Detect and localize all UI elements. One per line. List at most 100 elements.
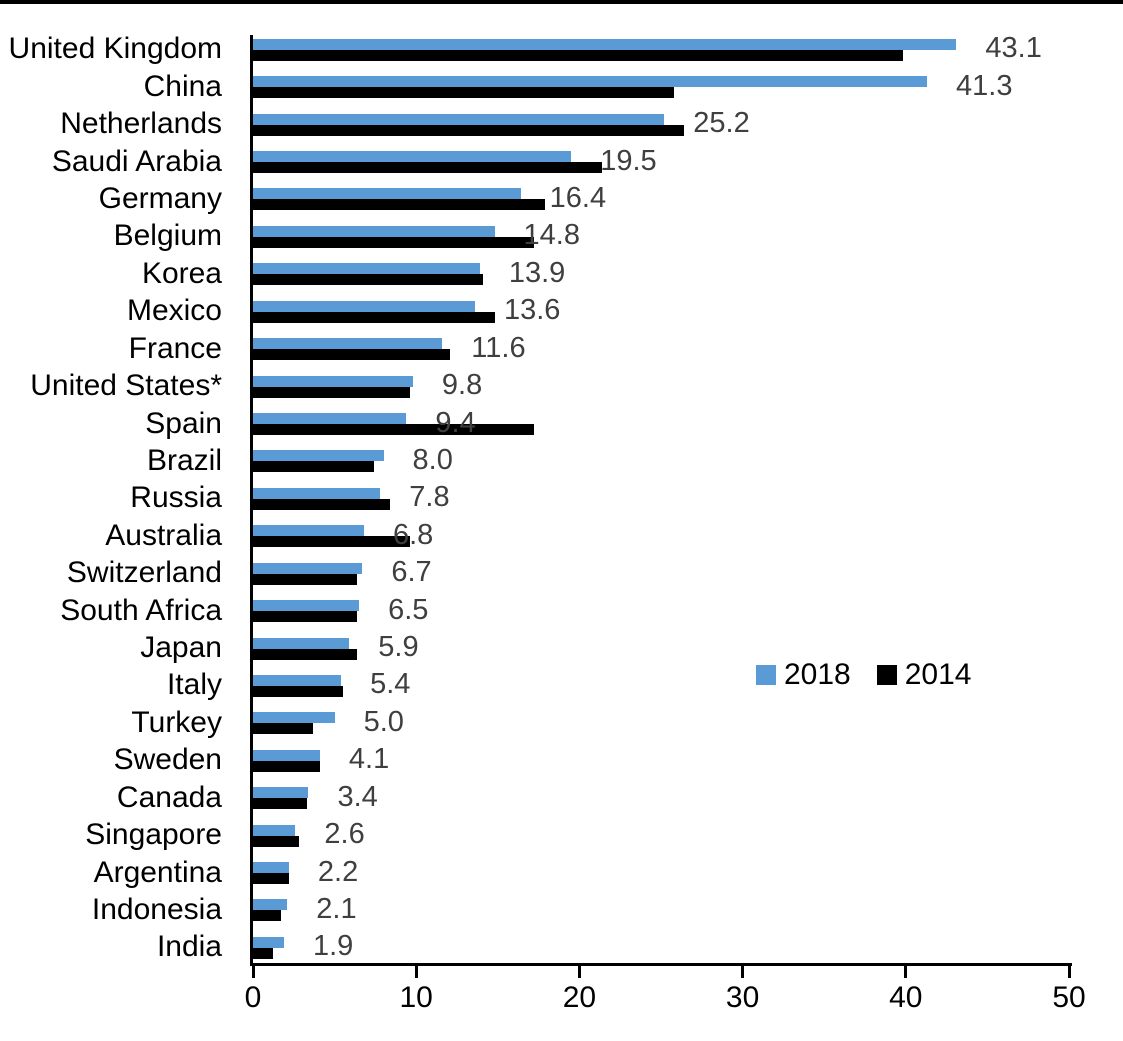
legend-swatch-2018 <box>756 665 776 685</box>
category-label: Brazil <box>146 443 222 477</box>
data-label: 2.6 <box>324 818 365 851</box>
category-label: Turkey <box>131 705 222 739</box>
category-label: Korea <box>141 256 222 290</box>
category-label: United Kingdom <box>8 32 222 66</box>
data-label: 5.9 <box>378 631 419 664</box>
category-label: Japan <box>140 631 222 665</box>
bar-2018 <box>253 375 413 387</box>
category-label: Saudi Arabia <box>51 144 222 178</box>
x-tick-mark <box>741 966 745 978</box>
bar-2018 <box>253 600 360 612</box>
bar-2014 <box>253 760 320 772</box>
data-label: 14.8 <box>523 219 580 252</box>
data-label: 13.9 <box>508 256 566 289</box>
data-label: 6.5 <box>388 593 429 626</box>
data-label: 5.4 <box>370 668 411 701</box>
bar-2018 <box>253 674 342 686</box>
bar-2018 <box>253 450 384 462</box>
bar-2018 <box>253 525 364 537</box>
bar-2014 <box>253 573 358 585</box>
bar-2014 <box>253 49 903 61</box>
category-label: Mexico <box>126 294 222 328</box>
category-label: Switzerland <box>66 556 222 590</box>
bar-2018 <box>253 225 495 237</box>
category-label: Belgium <box>113 219 222 253</box>
bar-2014 <box>253 611 358 623</box>
bar-2014 <box>253 723 314 735</box>
data-label: 41.3 <box>956 69 1013 102</box>
data-label: 16.4 <box>549 181 607 214</box>
bar-2018 <box>253 38 957 50</box>
x-tick-label: 20 <box>562 981 597 1014</box>
category-label: France <box>128 331 222 365</box>
data-label: 1.9 <box>313 930 354 963</box>
data-label: 43.1 <box>985 32 1042 65</box>
bar-2018 <box>253 637 350 649</box>
legend-swatch-2014 <box>876 665 897 685</box>
data-label: 11.6 <box>471 331 526 364</box>
category-label: Australia <box>105 518 222 552</box>
category-label: India <box>156 930 222 964</box>
bar-2014 <box>253 274 484 286</box>
bar-2014 <box>253 236 534 248</box>
bar-2014 <box>253 424 534 435</box>
x-tick-label: 50 <box>1052 981 1086 1014</box>
data-label: 25.2 <box>693 107 750 140</box>
bar-2018 <box>253 113 665 125</box>
bar-2018 <box>253 413 407 424</box>
bar-2018 <box>253 936 284 948</box>
data-label: 6.8 <box>392 518 434 551</box>
bar-2014 <box>253 798 307 810</box>
data-label: 9.8 <box>441 369 483 402</box>
data-label: 19.5 <box>600 144 657 177</box>
bar-2018 <box>253 338 443 350</box>
data-label: 5.0 <box>363 705 404 738</box>
bar-2018 <box>253 151 572 163</box>
category-label: Spain <box>145 406 222 440</box>
data-label: 8.0 <box>412 443 453 476</box>
data-label: 2.1 <box>316 892 357 925</box>
bar-2014 <box>253 199 546 211</box>
category-label: Canada <box>116 780 222 814</box>
x-tick-label: 0 <box>244 981 262 1014</box>
x-tick-mark <box>1067 966 1071 978</box>
category-label: Netherlands <box>60 107 222 141</box>
data-label: 13.6 <box>503 294 561 327</box>
bar-2014 <box>253 910 281 922</box>
bar-2018 <box>253 487 381 499</box>
bar-2014 <box>253 461 374 473</box>
category-label: South Africa <box>60 593 222 627</box>
category-label: Italy <box>166 668 222 702</box>
bar-2018 <box>253 899 288 911</box>
category-label: China <box>143 69 222 103</box>
category-label: Russia <box>130 481 222 515</box>
bar-2018 <box>253 712 335 724</box>
bar-2014 <box>253 124 684 136</box>
y-axis-line <box>250 35 253 966</box>
category-label: Germany <box>98 181 222 215</box>
bar-2018 <box>253 188 521 200</box>
bar-2018 <box>253 76 928 88</box>
bar-2014 <box>253 349 451 361</box>
bar-2014 <box>253 87 675 99</box>
bar-2018 <box>253 562 363 574</box>
data-label: 2.2 <box>317 855 359 888</box>
x-tick-mark <box>904 966 908 978</box>
x-tick-mark <box>251 966 255 978</box>
bar-2018 <box>253 749 320 761</box>
data-label: 6.7 <box>391 556 432 589</box>
bar-2018 <box>253 862 289 874</box>
data-label: 7.8 <box>409 481 450 514</box>
bar-2014 <box>253 947 273 959</box>
legend: 2018 2014 <box>756 660 972 690</box>
bar-2014 <box>253 835 299 847</box>
data-label: 4.1 <box>348 743 390 776</box>
x-axis-line <box>250 963 1072 966</box>
bar-2018 <box>253 824 296 836</box>
bar-2018 <box>253 300 475 312</box>
bar-2018 <box>253 787 309 799</box>
bar-2014 <box>253 536 410 548</box>
bar-2014 <box>253 685 343 697</box>
bar-2014 <box>253 873 289 885</box>
